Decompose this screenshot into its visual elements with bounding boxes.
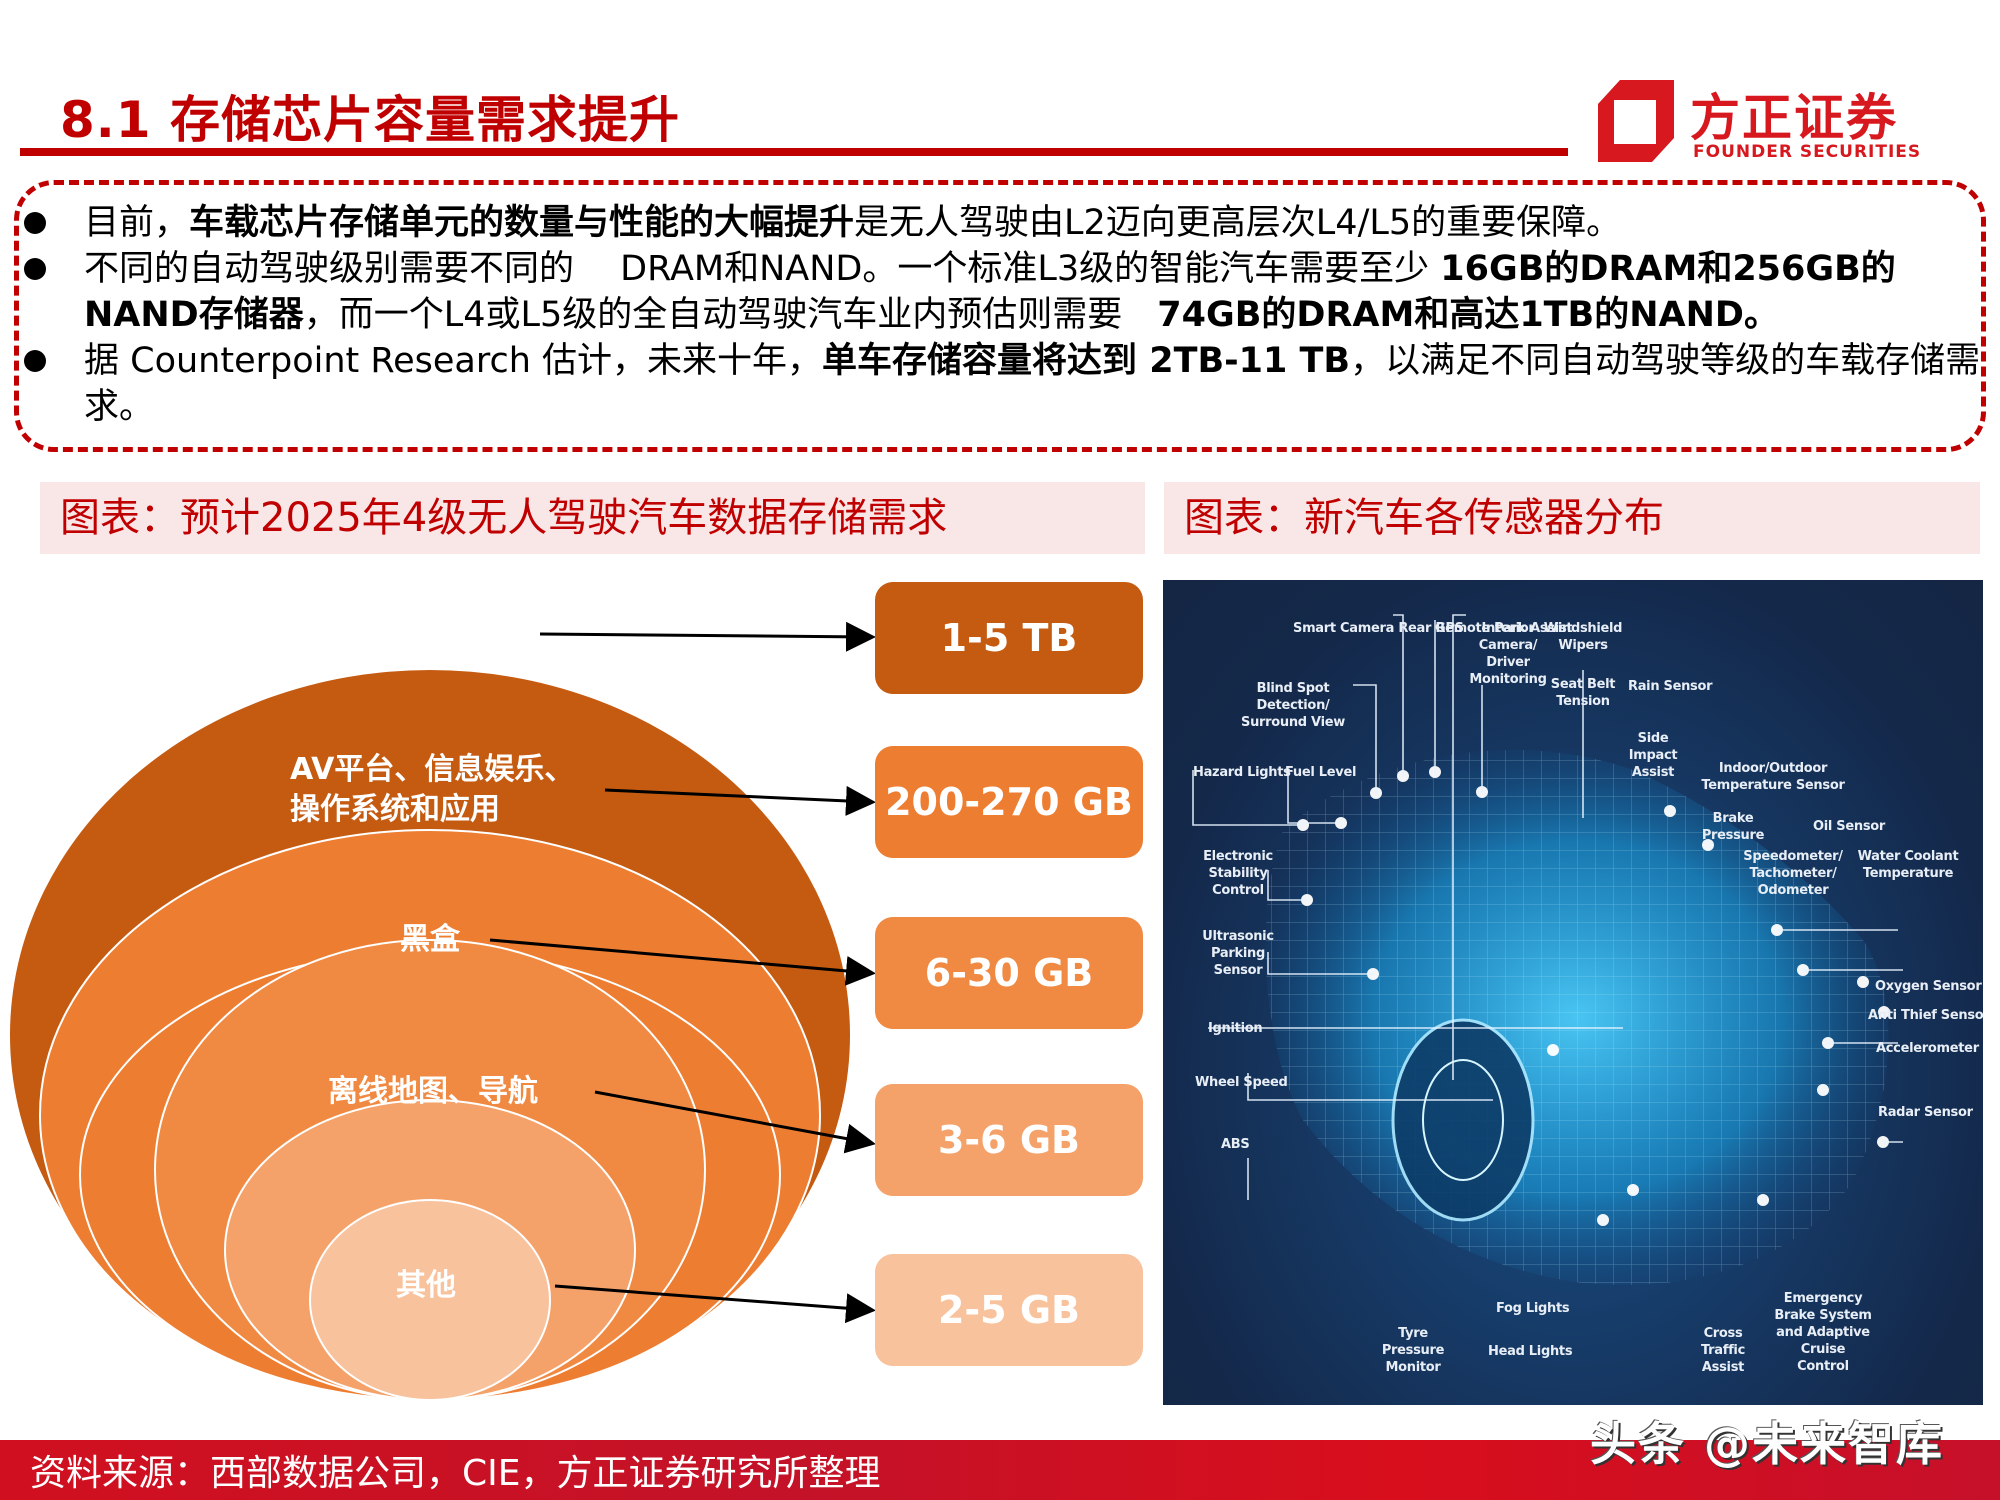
founder-securities-logo: 方正证券 FOUNDER SECURITIES bbox=[1598, 78, 1938, 168]
page-title: 8.1 存储芯片容量需求提升 bbox=[60, 91, 680, 149]
value-box-black-box: 6-30 GB bbox=[875, 917, 1143, 1029]
sensor-label: Wheel Speed bbox=[1195, 1075, 1288, 1090]
sensor-label: Windshield Wipers bbox=[1543, 621, 1623, 653]
sensor-label: Speedometer/ Tachometer/ Odometer bbox=[1743, 849, 1843, 898]
sensor-label: Indoor/Outdoor Temperature Sensor bbox=[1701, 761, 1845, 793]
right-chart-header: 图表：新汽车各传感器分布 bbox=[1164, 482, 1980, 554]
sensor-label: Electronic Stability Control bbox=[1203, 849, 1273, 898]
sensor-label: Interior Camera/ Driver Monitoring bbox=[1469, 621, 1547, 687]
left-chart-header: 图表：预计2025年4级无人驾驶汽车数据存储需求 bbox=[40, 482, 1145, 554]
bullet-dot-icon bbox=[24, 350, 46, 372]
value-box-offline-maps: 3-6 GB bbox=[875, 1084, 1143, 1196]
sensor-label: Anti Thief Sensor bbox=[1868, 1008, 1983, 1023]
sensor-label: Side Impact Assist bbox=[1628, 731, 1678, 780]
sensor-label: Oil Sensor bbox=[1813, 819, 1886, 834]
value-box-other: 2-5 GB bbox=[875, 1254, 1143, 1366]
value-box-av-platform: 200-270 GB bbox=[875, 746, 1143, 858]
bullet-item: 据 Counterpoint Research 估计，未来十年，单车存储容量将达… bbox=[24, 338, 1984, 430]
wireframe-car-icon bbox=[1192, 614, 1903, 1286]
source-note: 资料来源：西部数据公司，CIE，方正证券研究所整理 bbox=[30, 1453, 881, 1494]
sensor-label: Blind Spot Detection/ Surround View bbox=[1241, 681, 1345, 730]
bullet-item: 不同的自动驾驶级别需要不同的 DRAM和NAND。一个标准L3级的智能汽车需要至… bbox=[24, 246, 1984, 338]
car-sensor-diagram: Smart Camera Rear Remote Park Assist GPS… bbox=[1163, 580, 1983, 1405]
sensor-label: Smart Camera Rear Remote Park Assist bbox=[1293, 621, 1573, 636]
nested-ellipse-graphic bbox=[10, 621, 876, 1401]
logo-mark-icon bbox=[1598, 80, 1674, 162]
label-offline-maps: 离线地图、导航 bbox=[328, 1074, 538, 1109]
sensor-label: Emergency Brake System and Adaptive Crui… bbox=[1774, 1291, 1872, 1374]
logo-text-en: FOUNDER SECURITIES bbox=[1693, 142, 1922, 162]
sensor-label: GPS bbox=[1435, 621, 1464, 636]
sensor-label: Fuel Level bbox=[1285, 765, 1357, 780]
key-points-list: 目前，车载芯片存储单元的数量与性能的大幅提升是无人驾驶由L2迈向更高层次L4/L… bbox=[24, 200, 1984, 430]
sensor-label: Rain Sensor bbox=[1628, 679, 1713, 694]
sensor-label: Tyre Pressure Monitor bbox=[1381, 1326, 1445, 1375]
sensor-label: Head Lights bbox=[1488, 1344, 1573, 1359]
sensor-label: Radar Sensor bbox=[1878, 1105, 1973, 1120]
sensor-label: Seat Belt Tension bbox=[1550, 677, 1616, 709]
sensor-label: ABS bbox=[1221, 1137, 1250, 1152]
title-divider bbox=[20, 148, 1568, 156]
storage-demand-chart: 传感器数据 AV平台、信息娱乐、 操作系统和应用 黑盒 离线地图、导航 其他 1… bbox=[0, 570, 1160, 1410]
sensor-label: Fog Lights bbox=[1496, 1301, 1570, 1316]
logo-text-cn: 方正证券 bbox=[1690, 89, 1898, 147]
label-black-box: 黑盒 bbox=[400, 922, 460, 957]
watermark: 头条 @未来智库 bbox=[1590, 1417, 1945, 1471]
bullet-item: 目前，车载芯片存储单元的数量与性能的大幅提升是无人驾驶由L2迈向更高层次L4/L… bbox=[24, 200, 1984, 246]
sensor-label: Ignition bbox=[1208, 1021, 1263, 1036]
bullet-dot-icon bbox=[24, 212, 46, 234]
label-av-platform: AV平台、信息娱乐、 操作系统和应用 bbox=[290, 752, 575, 827]
value-box-sensor-data: 1-5 TB bbox=[875, 582, 1143, 694]
label-sensor-data: 传感器数据 bbox=[348, 617, 498, 652]
bullet-dot-icon bbox=[24, 258, 46, 280]
sensor-label: Hazard Lights bbox=[1193, 765, 1291, 780]
key-points-box bbox=[14, 180, 1986, 452]
footer-bar bbox=[0, 1440, 2000, 1500]
sensor-label: Ultrasonic Parking Sensor bbox=[1202, 929, 1274, 978]
sensor-label: Oxygen Sensor bbox=[1875, 979, 1982, 994]
label-other: 其他 bbox=[396, 1268, 456, 1303]
sensor-label: Water Coolant Temperature bbox=[1857, 849, 1959, 881]
sensor-label: Accelerometer bbox=[1876, 1041, 1979, 1056]
sensor-label: Brake Pressure bbox=[1701, 811, 1765, 843]
sensor-label: Cross Traffic Assist bbox=[1701, 1326, 1745, 1375]
